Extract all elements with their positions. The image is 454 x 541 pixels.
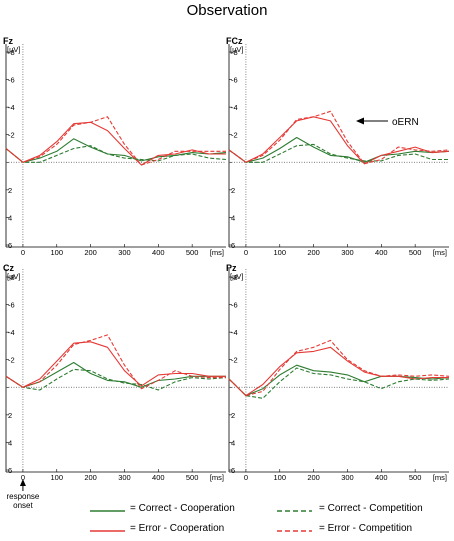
x-tick-label: 0	[244, 473, 248, 482]
x-tick-label: 200	[84, 473, 97, 482]
series-error-competition	[5, 116, 226, 166]
x-tick-label: 0	[21, 473, 25, 482]
series-error-competition	[5, 334, 226, 390]
response-onset-line2: onset	[13, 501, 33, 510]
y-tick-label: -4	[8, 328, 15, 337]
panel-fz: Fz[µV]-8 -6 -4 -2 2 4 60 100 200 300 400 500 [ms]	[3, 36, 227, 257]
series-correct-cooperation	[228, 364, 450, 397]
legend-item-error-competition: = Error - Competition	[319, 523, 413, 534]
x-tick-label: 300	[118, 248, 131, 257]
x-tick-label: 200	[84, 248, 97, 257]
series-error-cooperation	[228, 116, 450, 165]
x-tick-label: 200	[307, 248, 320, 257]
y-unit-label: [µV]	[230, 45, 244, 54]
series-error-competition	[228, 110, 450, 165]
x-tick-label: 100	[51, 248, 64, 257]
y-unit-label: [µV]	[7, 45, 21, 54]
response-onset-line1: response	[6, 492, 40, 501]
legend-item-correct-competition: = Correct - Competition	[319, 503, 423, 514]
y-tick-label: -6	[8, 301, 15, 310]
legend-item-correct-cooperation: = Correct - Cooperation	[130, 503, 235, 514]
series-correct-competition	[5, 368, 227, 391]
channel-label: Fz	[3, 36, 13, 46]
y-tick-label: -8	[8, 273, 15, 282]
y-tick-label: -6	[231, 301, 238, 310]
panel-fcz: FCz[µV]-8 -6 -4 -2 2 4 60 100 200 300 400 500 [ms]	[226, 36, 450, 257]
y-tick-label: -8	[231, 48, 238, 57]
y-tick-label: -6	[8, 76, 15, 85]
x-unit-label: [ms]	[433, 473, 447, 482]
series-correct-cooperation	[5, 361, 226, 388]
x-tick-label: 500	[186, 248, 199, 257]
y-tick-label: 4	[8, 213, 12, 222]
panel-cz: Cz[µV]-8 -6 -4 -2 2 4 60 100 200 300 400 500 [ms]	[3, 263, 227, 482]
x-tick-label: 400	[375, 248, 388, 257]
x-tick-label: 300	[118, 473, 131, 482]
series-correct-competition	[5, 145, 227, 163]
x-tick-label: 100	[51, 473, 64, 482]
y-tick-label: -4	[231, 103, 238, 112]
y-tick-label: 6	[8, 466, 12, 475]
x-tick-label: 0	[244, 248, 248, 257]
x-tick-label: 500	[409, 473, 422, 482]
oern-arrow-head	[356, 117, 364, 125]
y-tick-label: -8	[231, 273, 238, 282]
series-error-cooperation	[5, 121, 226, 166]
y-tick-label: 6	[231, 466, 235, 475]
figure-title: Observation	[186, 2, 268, 19]
channel-label: Cz	[3, 263, 14, 273]
y-tick-label: -2	[231, 356, 238, 365]
series-correct-cooperation	[5, 138, 227, 163]
x-tick-label: 400	[375, 473, 388, 482]
oern-label: oERN	[392, 117, 419, 128]
y-tick-label: -2	[231, 131, 238, 140]
y-unit-label: [µV]	[7, 272, 21, 281]
y-tick-label: -6	[231, 76, 238, 85]
x-tick-label: 300	[341, 248, 354, 257]
x-tick-label: 400	[152, 248, 165, 257]
x-tick-label: 200	[307, 473, 320, 482]
y-tick-label: 4	[231, 438, 235, 447]
series-error-cooperation	[228, 346, 449, 397]
series-error-cooperation	[5, 341, 226, 388]
y-tick-label: 2	[231, 411, 235, 420]
y-tick-label: -2	[8, 131, 15, 140]
y-tick-label: 2	[231, 186, 235, 195]
x-unit-label: [ms]	[210, 248, 224, 257]
x-tick-label: 400	[152, 473, 165, 482]
y-tick-label: 2	[8, 411, 12, 420]
x-unit-label: [ms]	[433, 248, 447, 257]
x-tick-label: 500	[186, 473, 199, 482]
onset-arrow-head	[19, 479, 26, 486]
oern-annotation: oERN	[356, 117, 419, 128]
y-tick-label: -8	[8, 48, 15, 57]
x-tick-label: 100	[274, 473, 287, 482]
y-tick-label: -4	[231, 328, 238, 337]
y-tick-label: -4	[8, 103, 15, 112]
y-tick-label: 6	[231, 241, 235, 250]
x-tick-label: 0	[21, 248, 25, 257]
series-correct-competition	[228, 367, 450, 399]
y-tick-label: 4	[231, 213, 235, 222]
channel-label: FCz	[226, 36, 243, 46]
series-error-competition	[228, 339, 450, 397]
series-correct-competition	[228, 143, 449, 163]
x-tick-label: 500	[409, 248, 422, 257]
legend-item-error-cooperation: = Error - Cooperation	[130, 523, 225, 534]
x-tick-label: 300	[341, 473, 354, 482]
panel-pz: Pz[µV]-8 -6 -4 -2 2 4 60 100 200 300 400 500 [ms]	[226, 263, 450, 482]
x-unit-label: [ms]	[210, 473, 224, 482]
x-tick-label: 100	[274, 248, 287, 257]
y-tick-label: 2	[8, 186, 12, 195]
y-tick-label: 4	[8, 438, 12, 447]
y-tick-label: 6	[8, 241, 12, 250]
y-unit-label: [µV]	[230, 272, 244, 281]
channel-label: Pz	[226, 263, 237, 273]
y-tick-label: -2	[8, 356, 15, 365]
response-onset-note: response onset	[1, 492, 45, 510]
